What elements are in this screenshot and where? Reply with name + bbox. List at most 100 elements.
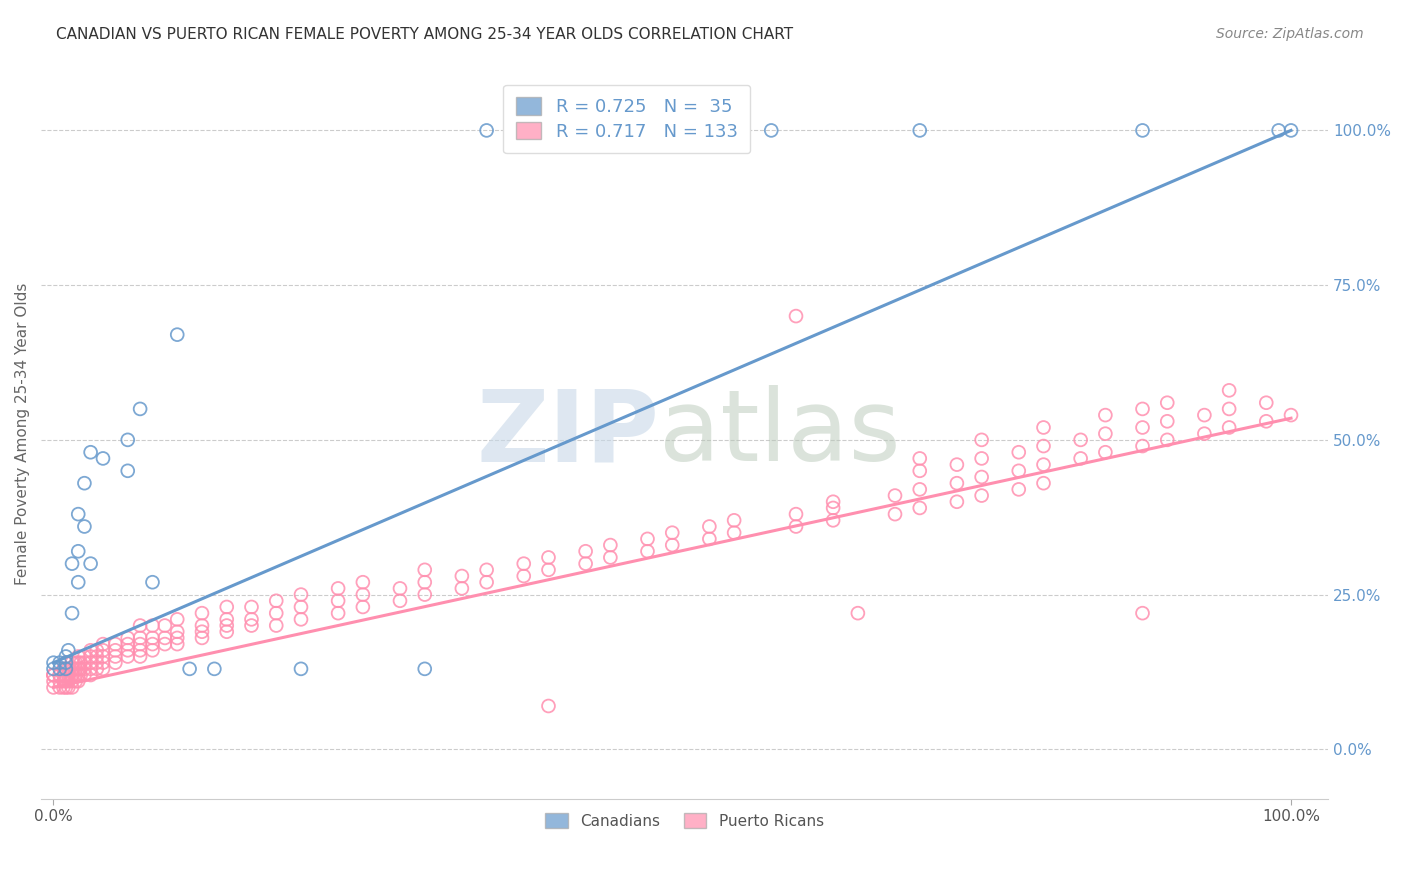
Point xyxy=(60,668,83,682)
Point xyxy=(117,433,139,447)
Point xyxy=(58,681,80,695)
Point xyxy=(79,662,101,676)
Point xyxy=(1256,414,1278,428)
Point xyxy=(215,599,238,614)
Point xyxy=(1256,395,1278,409)
Point xyxy=(52,681,75,695)
Point xyxy=(55,649,77,664)
Point xyxy=(884,489,907,503)
Point xyxy=(65,668,87,682)
Point xyxy=(290,612,312,626)
Point xyxy=(908,483,931,497)
Point xyxy=(1132,401,1154,416)
Point xyxy=(48,674,70,689)
Point xyxy=(290,588,312,602)
Point xyxy=(846,606,869,620)
Point xyxy=(823,513,845,527)
Point xyxy=(73,668,96,682)
Point xyxy=(240,612,263,626)
Point xyxy=(86,649,108,664)
Point xyxy=(637,532,659,546)
Point xyxy=(69,656,91,670)
Point xyxy=(79,649,101,664)
Point xyxy=(1070,451,1092,466)
Point xyxy=(475,123,498,137)
Point xyxy=(264,618,287,632)
Point xyxy=(129,637,152,651)
Point xyxy=(1218,384,1240,398)
Point xyxy=(191,624,214,639)
Point xyxy=(60,674,83,689)
Point xyxy=(970,489,993,503)
Point xyxy=(1194,408,1216,422)
Point xyxy=(60,681,83,695)
Point xyxy=(562,123,585,137)
Point xyxy=(42,674,65,689)
Point xyxy=(1194,426,1216,441)
Point xyxy=(202,662,225,676)
Point xyxy=(67,674,90,689)
Point xyxy=(73,649,96,664)
Point xyxy=(86,656,108,670)
Point xyxy=(55,674,77,689)
Point xyxy=(91,643,114,657)
Text: ZIP: ZIP xyxy=(477,385,659,483)
Y-axis label: Female Poverty Among 25-34 Year Olds: Female Poverty Among 25-34 Year Olds xyxy=(15,283,30,585)
Text: CANADIAN VS PUERTO RICAN FEMALE POVERTY AMONG 25-34 YEAR OLDS CORRELATION CHART: CANADIAN VS PUERTO RICAN FEMALE POVERTY … xyxy=(56,27,793,42)
Point xyxy=(1218,420,1240,434)
Point xyxy=(48,656,70,670)
Point xyxy=(67,649,90,664)
Point xyxy=(413,588,436,602)
Point xyxy=(908,464,931,478)
Point xyxy=(290,599,312,614)
Point xyxy=(42,681,65,695)
Point xyxy=(970,433,993,447)
Point xyxy=(86,662,108,676)
Point xyxy=(153,618,176,632)
Point xyxy=(67,544,90,558)
Point xyxy=(117,643,139,657)
Point xyxy=(79,445,101,459)
Point xyxy=(153,631,176,645)
Point xyxy=(1218,401,1240,416)
Point xyxy=(575,544,598,558)
Point xyxy=(970,470,993,484)
Point xyxy=(69,668,91,682)
Point xyxy=(1070,433,1092,447)
Point xyxy=(1132,420,1154,434)
Point xyxy=(42,668,65,682)
Point xyxy=(52,674,75,689)
Point xyxy=(599,538,621,552)
Point xyxy=(55,681,77,695)
Point xyxy=(326,582,349,596)
Point xyxy=(413,575,436,590)
Point xyxy=(166,327,188,342)
Point xyxy=(67,507,90,521)
Point xyxy=(117,637,139,651)
Point xyxy=(475,563,498,577)
Point xyxy=(352,599,374,614)
Point xyxy=(723,525,745,540)
Point xyxy=(785,519,807,533)
Point xyxy=(352,588,374,602)
Point xyxy=(637,544,659,558)
Point xyxy=(55,668,77,682)
Point xyxy=(388,582,411,596)
Point xyxy=(1032,458,1054,472)
Point xyxy=(52,662,75,676)
Point xyxy=(79,668,101,682)
Point xyxy=(513,557,536,571)
Point xyxy=(290,662,312,676)
Point xyxy=(141,637,163,651)
Point xyxy=(91,451,114,466)
Point xyxy=(42,668,65,682)
Point xyxy=(1156,414,1178,428)
Point xyxy=(79,643,101,657)
Point xyxy=(65,674,87,689)
Point xyxy=(699,532,721,546)
Point xyxy=(166,612,188,626)
Point xyxy=(60,557,83,571)
Point xyxy=(58,668,80,682)
Point xyxy=(1156,433,1178,447)
Point xyxy=(1094,426,1116,441)
